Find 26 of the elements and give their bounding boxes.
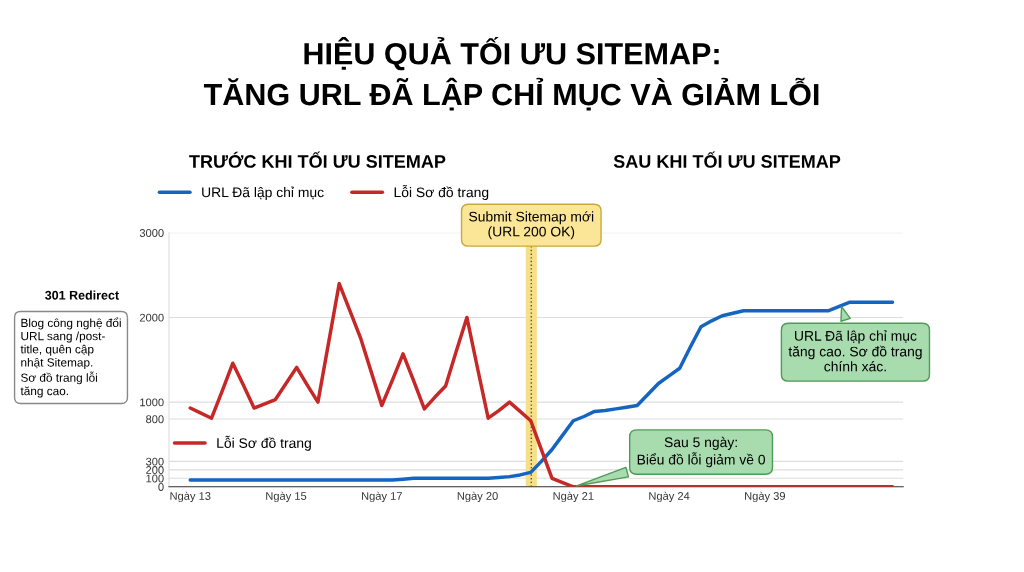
- text: Blog công nghệ đổi URL sang /post- title, quên cập nhật Sitemap. Sơ đồ trang lỗi tăng cao.: [20, 317, 121, 398]
- y-tick-label: 1000: [140, 398, 164, 407]
- legend-label: Lỗi Sơ đồ trang: [394, 185, 489, 200]
- y-tick-label: 800: [146, 415, 164, 424]
- annotation: Sau 5 ngày: Biểu đồ lỗi giảm về 0: [637, 436, 766, 468]
- legend-label: URL Đã lập chỉ mục: [202, 186, 324, 200]
- y-tick-label: 3000: [139, 229, 164, 237]
- x-tick-label: Ngày 13: [170, 491, 211, 503]
- x-tick-label: Ngày 17: [361, 491, 402, 503]
- annotation: URL Đã lập chỉ mục tăng cao. Sơ đồ trang chính xác.: [788, 330, 922, 372]
- y-tick-label: 300: [145, 457, 164, 466]
- chart-title: HIỆU QUẢ TỐI ƯU SITEMAP: TĂNG URL ĐÃ LẬP CHỈ MỤC VÀ GIẢM LỖI: [203, 36, 819, 111]
- text: 301 Redirect: [45, 290, 119, 300]
- text: TRƯỚC KHI TỐI ƯU SITEMAP: [189, 151, 446, 168]
- annotation: Submit Sitemap mới (URL 200 OK): [469, 211, 594, 240]
- x-tick-label: Ngày 24: [649, 491, 690, 503]
- x-tick-label: Ngày 21: [553, 491, 594, 503]
- y-tick-label: 0: [158, 483, 164, 491]
- text: SAU KHI TỐI ƯU SITEMAP: [613, 151, 841, 168]
- x-tick-label: Ngày 15: [266, 491, 307, 503]
- y-tick-label: 200: [146, 466, 164, 474]
- annotation: Lỗi Sơ đồ trang: [217, 435, 311, 451]
- x-tick-label: Ngày 20: [457, 491, 498, 503]
- y-tick-label: 2000: [139, 313, 164, 322]
- x-tick-label: Ngày 39: [745, 491, 786, 503]
- y-tick-label: 100: [146, 474, 164, 483]
